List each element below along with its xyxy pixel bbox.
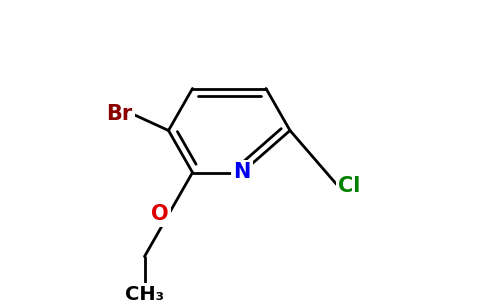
Text: O: O xyxy=(151,205,168,224)
Text: CH₃: CH₃ xyxy=(125,284,164,300)
Text: Br: Br xyxy=(106,104,133,124)
Text: Cl: Cl xyxy=(338,176,361,196)
Text: N: N xyxy=(233,163,251,182)
